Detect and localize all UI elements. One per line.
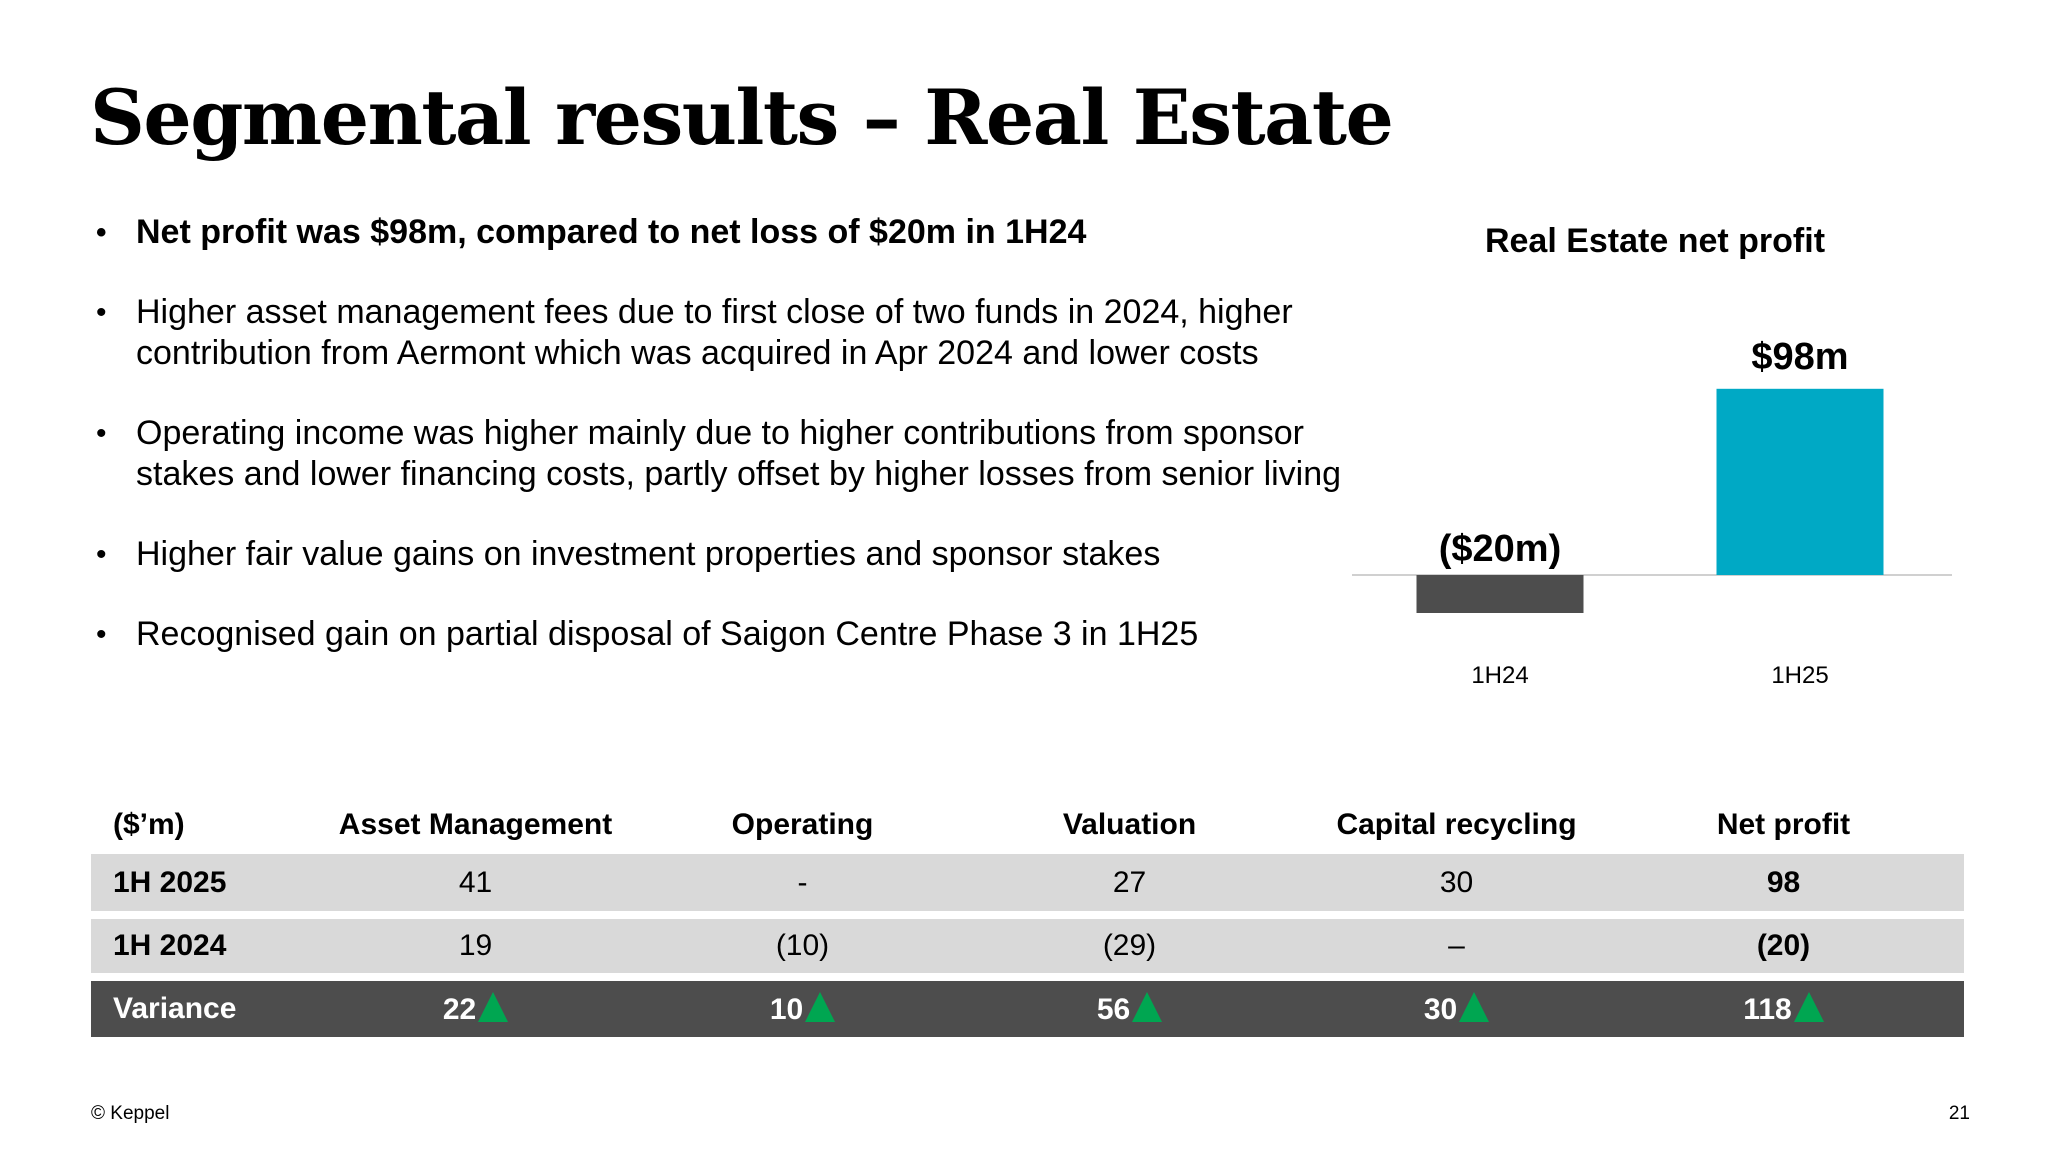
table-cell: 118 bbox=[1620, 991, 1947, 1027]
data-label: $98m bbox=[1751, 336, 1848, 378]
bar-1H24 bbox=[1416, 575, 1584, 613]
variance-value: 22 bbox=[442, 992, 477, 1026]
up-triangle-icon bbox=[805, 991, 836, 1022]
table-cell: (20) bbox=[1756, 929, 1811, 962]
bullet-list: Net profit was $98m, compared to net los… bbox=[96, 212, 1346, 694]
row-label: 1H 2024 bbox=[113, 929, 227, 962]
variance-value: 30 bbox=[1423, 992, 1458, 1026]
copyright: © Keppel bbox=[91, 1103, 170, 1124]
data-label: ($20m) bbox=[1439, 528, 1562, 570]
table-header-cell: Asset Management bbox=[338, 808, 613, 841]
category-label: 1H24 bbox=[1471, 662, 1528, 689]
net-profit-chart: Real Estate net profit ($20m) 1H24 $98m 1H2… bbox=[1340, 210, 1970, 710]
page-number: 21 bbox=[1948, 1103, 1970, 1124]
table-header-cell: ($’m) bbox=[113, 808, 185, 841]
table-cell: 56 bbox=[966, 991, 1293, 1027]
page-title: Segmental results – Real Estate bbox=[90, 73, 1394, 162]
table-cell: 10 bbox=[639, 991, 966, 1027]
table-header-cell: Net profit bbox=[1716, 808, 1851, 841]
table-header-cell: Capital recycling bbox=[1336, 808, 1577, 841]
table-cell: 22 bbox=[312, 991, 639, 1027]
table-cell: 19 bbox=[458, 929, 493, 962]
up-triangle-icon bbox=[1793, 991, 1824, 1022]
bullet-item: Higher asset management fees due to firs… bbox=[96, 292, 1346, 374]
up-triangle-icon bbox=[1459, 991, 1490, 1022]
row-label: Variance bbox=[113, 992, 237, 1025]
table-header-cell: Operating bbox=[731, 808, 874, 841]
table-header-cell: Valuation bbox=[1062, 808, 1197, 841]
table-cell: 30 bbox=[1293, 991, 1620, 1027]
bullet-item: Net profit was $98m, compared to net los… bbox=[96, 212, 1346, 253]
table-cell: – bbox=[1448, 929, 1465, 962]
bullet-item: Higher fair value gains on investment pr… bbox=[96, 534, 1346, 575]
results-table: ($’m) Asset Management Operating Valuati… bbox=[91, 800, 1964, 1037]
bullet-item: Recognised gain on partial disposal of S… bbox=[96, 614, 1346, 655]
table-cell: - bbox=[797, 865, 808, 899]
table-cell: 30 bbox=[1439, 865, 1474, 899]
table-cell: 27 bbox=[1112, 865, 1147, 899]
table-cell: 41 bbox=[458, 865, 493, 899]
table-cell: 98 bbox=[1766, 865, 1801, 899]
variance-value: 10 bbox=[769, 992, 804, 1026]
table-row: 1H 2024 19 (10) (29) – (20) bbox=[91, 919, 1964, 973]
chart-svg: ($20m) 1H24 $98m 1H25 bbox=[1352, 336, 1952, 689]
table-cell: (29) bbox=[1102, 929, 1157, 962]
row-label: 1H 2025 bbox=[113, 865, 227, 899]
table-header-row: ($’m) Asset Management Operating Valuati… bbox=[91, 800, 1964, 850]
up-triangle-icon bbox=[478, 991, 509, 1022]
variance-value: 56 bbox=[1096, 992, 1131, 1026]
bullet-item: Operating income was higher mainly due t… bbox=[96, 413, 1346, 495]
category-label: 1H25 bbox=[1771, 662, 1828, 689]
table-cell: (10) bbox=[775, 929, 830, 962]
bar-1H25 bbox=[1716, 388, 1884, 575]
table-row-variance: Variance 22 10 56 30 118 bbox=[91, 981, 1964, 1037]
chart-title: Real Estate net profit bbox=[1484, 222, 1826, 260]
up-triangle-icon bbox=[1132, 991, 1163, 1022]
table-row: 1H 2025 41 - 27 30 98 bbox=[91, 854, 1964, 911]
variance-value: 118 bbox=[1743, 992, 1792, 1026]
